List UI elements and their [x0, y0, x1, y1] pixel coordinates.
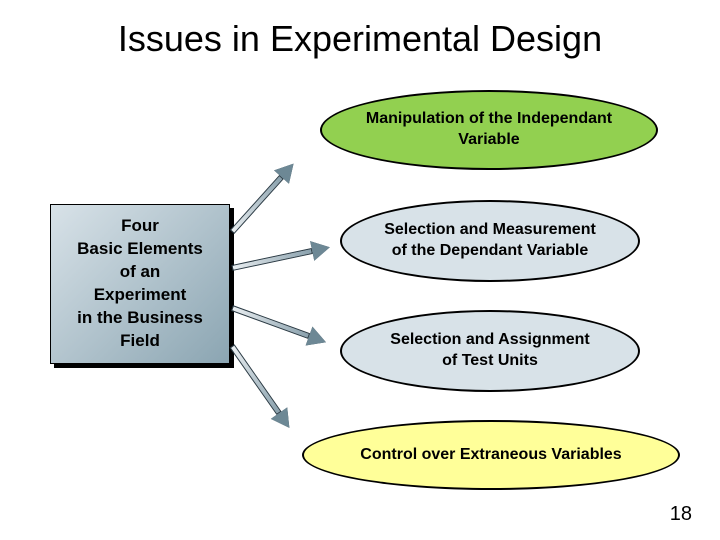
ellipse-label: Selection and Assignment of Test Units — [390, 330, 589, 372]
ellipse-label: Control over Extraneous Variables — [360, 445, 621, 466]
page-number: 18 — [670, 503, 692, 526]
source-box-text: Four Basic Elements of an Experiment in … — [77, 215, 203, 353]
ellipse-selection-assignment: Selection and Assignment of Test Units — [340, 310, 640, 392]
slide-title: Issues in Experimental Design — [0, 18, 720, 60]
ellipse-control-extraneous: Control over Extraneous Variables — [302, 420, 680, 490]
source-box: Four Basic Elements of an Experiment in … — [50, 204, 230, 364]
ellipse-selection-measurement: Selection and Measurement of the Dependa… — [340, 200, 640, 282]
ellipse-manipulation: Manipulation of the Independant Variable — [320, 90, 658, 170]
ellipse-label: Selection and Measurement of the Dependa… — [384, 220, 596, 262]
ellipse-label: Manipulation of the Independant Variable — [366, 109, 612, 151]
slide: Issues in Experimental Design Four Basic… — [0, 0, 720, 540]
